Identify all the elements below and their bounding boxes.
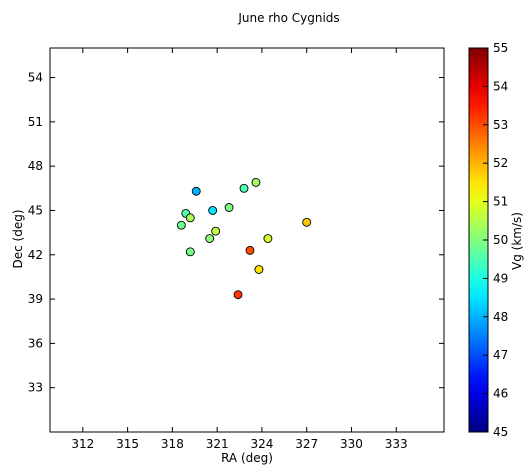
data-point [185,247,195,257]
y-tick-label: 54 [28,71,43,85]
x-tick-label: 324 [250,437,273,451]
x-tick-label: 318 [161,437,184,451]
data-point [302,217,312,227]
chart-title: June rho Cygnids [237,11,339,25]
colorbar-tick-label: 51 [493,195,508,209]
data-point [191,186,201,196]
x-tick-label: 330 [340,437,363,451]
x-tick-label: 315 [116,437,139,451]
data-point [211,226,221,236]
colorbar-label: Vg (km/s) [510,212,524,270]
colorbar-tick-label: 47 [493,348,508,362]
x-tick-label: 312 [71,437,94,451]
y-tick-label: 45 [28,203,43,217]
x-axis-label: RA (deg) [221,451,273,465]
colorbar-tick-label: 53 [493,118,508,132]
colorbar-tick-label: 55 [493,41,508,55]
colorbar-tick-label: 46 [493,387,508,401]
data-point [176,220,186,230]
data-point [263,234,273,243]
data-point [245,245,255,255]
colorbar-tick-label: 50 [493,233,508,247]
x-tick-label: 327 [295,437,318,451]
data-point [185,213,195,223]
data-point [239,183,249,193]
x-axis-ticks: 312 315 318 321 324 327 330 333 [71,48,408,451]
plot-area [49,47,445,433]
y-tick-label: 39 [28,292,43,306]
y-axis-ticks: 33 36 39 42 45 48 51 54 [28,71,444,395]
data-point [224,203,234,212]
x-tick-label: 321 [206,437,229,451]
y-tick-label: 48 [28,159,43,173]
colorbar-tick-label: 49 [493,271,508,285]
colorbar-tick-label: 54 [493,79,508,93]
y-tick-label: 51 [28,115,43,129]
y-tick-label: 33 [28,381,43,395]
y-tick-label: 42 [28,248,43,262]
colorbar-tick-label: 52 [493,156,508,170]
y-tick-label: 36 [28,336,43,350]
colorbar-tick-label: 48 [493,310,508,324]
data-point [208,206,218,215]
colorbar-tick-label: 45 [493,425,508,439]
data-point [254,265,264,274]
x-tick-label: 333 [385,437,408,451]
data-point [233,290,243,300]
y-axis-label: Dec (deg) [11,209,25,268]
plot-frame [49,47,445,433]
colorbar: 45 46 47 48 49 50 51 52 53 54 55 [468,41,508,439]
data-point [251,177,261,187]
data-point [205,234,215,243]
